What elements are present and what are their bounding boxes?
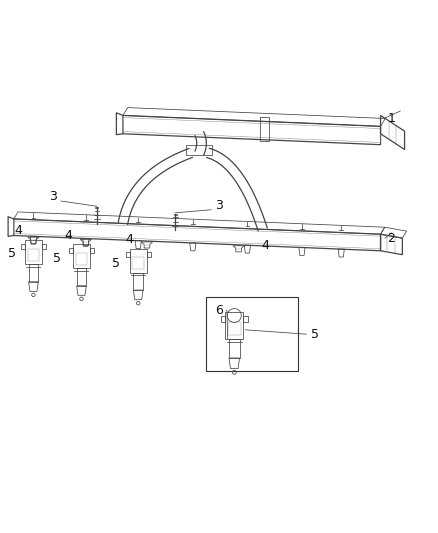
Text: 5: 5 (53, 252, 61, 265)
Text: 2: 2 (388, 232, 396, 245)
Bar (28, 264, 38, 282)
Bar (21, 244, 25, 249)
Bar (130, 248, 147, 272)
Text: 5: 5 (311, 328, 319, 341)
Text: 6: 6 (215, 304, 223, 317)
Text: 5: 5 (7, 247, 16, 260)
Bar (90, 248, 94, 253)
Bar (229, 339, 240, 358)
Text: 4: 4 (126, 233, 134, 246)
Bar (221, 316, 225, 321)
Bar (225, 312, 244, 339)
Bar (69, 248, 73, 253)
Text: 4: 4 (14, 224, 22, 237)
Text: 4: 4 (261, 239, 269, 252)
Bar (132, 257, 144, 269)
Bar (228, 321, 240, 335)
Text: 1: 1 (388, 111, 396, 125)
Bar (42, 244, 46, 249)
Text: 3: 3 (215, 199, 223, 212)
Text: 4: 4 (64, 229, 72, 241)
Bar (25, 240, 42, 264)
Bar (244, 316, 248, 321)
Bar (77, 268, 86, 286)
Bar (126, 252, 130, 257)
Bar (73, 244, 90, 268)
Bar (147, 252, 151, 257)
Bar (206, 297, 297, 372)
Text: 3: 3 (49, 190, 57, 203)
Bar (76, 253, 87, 265)
Text: 5: 5 (113, 256, 120, 270)
Bar (134, 272, 143, 290)
Bar (28, 249, 39, 261)
